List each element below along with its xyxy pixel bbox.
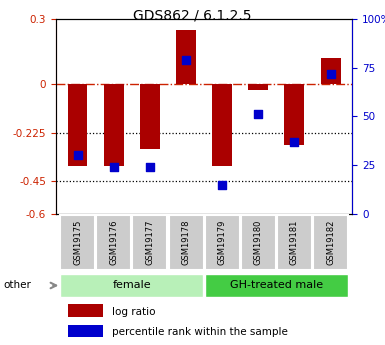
Bar bbox=[212, 84, 232, 166]
Point bbox=[147, 164, 153, 170]
Bar bbox=[169, 215, 204, 270]
Bar bbox=[321, 58, 340, 84]
Bar bbox=[140, 84, 160, 149]
Point bbox=[219, 182, 225, 187]
Text: other: other bbox=[4, 280, 32, 290]
Text: GH-treated male: GH-treated male bbox=[230, 280, 323, 290]
Bar bbox=[96, 215, 131, 270]
Bar bbox=[68, 304, 103, 317]
Text: GSM19175: GSM19175 bbox=[73, 220, 82, 265]
Text: GSM19181: GSM19181 bbox=[290, 220, 299, 265]
Bar bbox=[313, 215, 348, 270]
Text: GSM19180: GSM19180 bbox=[254, 220, 263, 265]
Text: log ratio: log ratio bbox=[112, 307, 156, 317]
Bar bbox=[241, 215, 276, 270]
Bar bbox=[68, 325, 103, 337]
Point bbox=[183, 57, 189, 63]
Bar bbox=[176, 30, 196, 84]
Point bbox=[328, 71, 334, 76]
Bar bbox=[248, 84, 268, 90]
Text: GSM19179: GSM19179 bbox=[218, 220, 227, 265]
Text: GSM19178: GSM19178 bbox=[181, 220, 191, 265]
Point bbox=[110, 164, 117, 170]
Point bbox=[74, 153, 80, 158]
Text: GSM19176: GSM19176 bbox=[109, 220, 118, 265]
Text: female: female bbox=[112, 280, 151, 290]
Bar bbox=[205, 274, 348, 297]
Bar bbox=[60, 215, 95, 270]
Bar bbox=[60, 274, 203, 297]
Bar bbox=[68, 84, 87, 166]
Point bbox=[291, 139, 298, 145]
Text: GDS862 / 6.1.2.5: GDS862 / 6.1.2.5 bbox=[133, 9, 252, 23]
Bar bbox=[205, 215, 239, 270]
Bar bbox=[285, 84, 305, 145]
Point bbox=[255, 112, 261, 117]
Text: percentile rank within the sample: percentile rank within the sample bbox=[112, 327, 288, 337]
Text: GSM19182: GSM19182 bbox=[326, 220, 335, 265]
Bar bbox=[104, 84, 124, 166]
Bar bbox=[132, 215, 167, 270]
Text: GSM19177: GSM19177 bbox=[145, 220, 154, 265]
Bar bbox=[277, 215, 312, 270]
